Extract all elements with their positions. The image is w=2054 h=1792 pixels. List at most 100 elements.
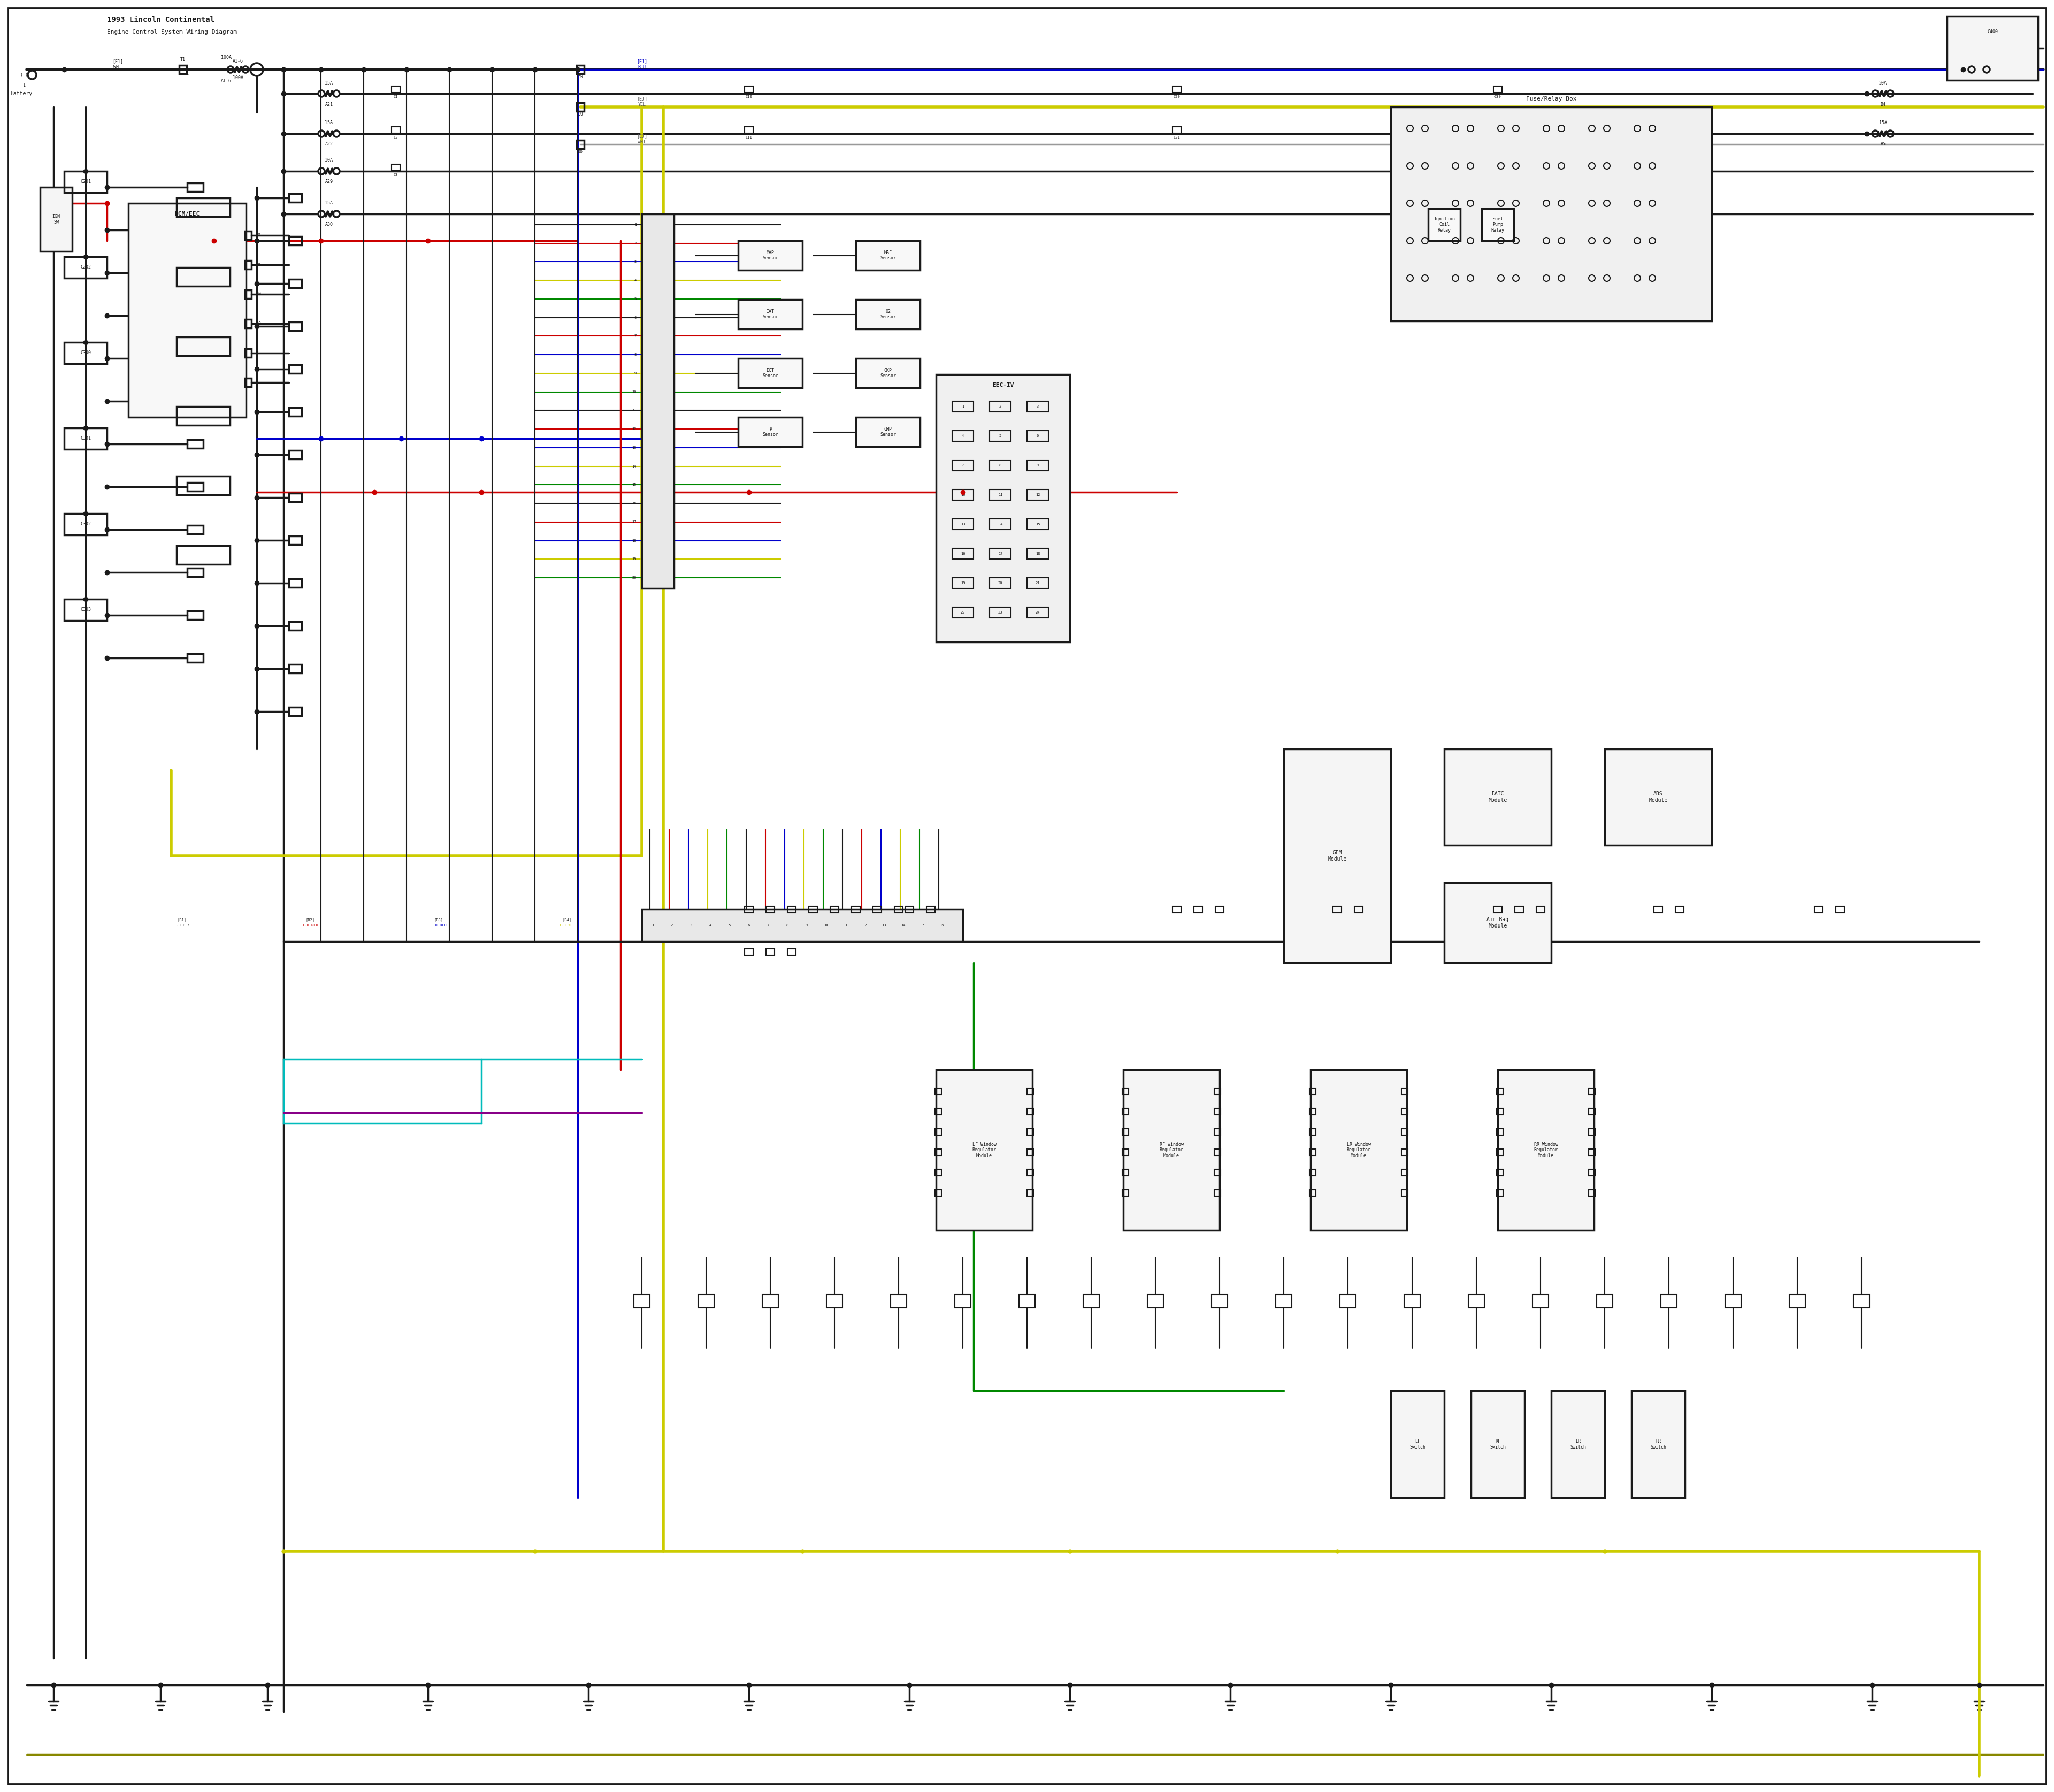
- Bar: [953, 401, 974, 412]
- Bar: [187, 226, 203, 235]
- Text: ECT
Sensor: ECT Sensor: [762, 367, 778, 378]
- Bar: [1516, 907, 1524, 912]
- Bar: [926, 907, 935, 912]
- Bar: [744, 86, 754, 93]
- Bar: [1214, 1109, 1220, 1115]
- Bar: [577, 65, 583, 73]
- Text: 1: 1: [961, 405, 963, 409]
- Bar: [744, 907, 754, 912]
- Bar: [64, 172, 107, 192]
- Text: [EJ]: [EJ]: [637, 134, 647, 138]
- Bar: [290, 407, 302, 416]
- Text: CMP
Sensor: CMP Sensor: [879, 426, 896, 437]
- Bar: [953, 430, 974, 441]
- Text: 1: 1: [635, 222, 637, 226]
- Bar: [830, 907, 838, 912]
- Text: A21: A21: [325, 102, 333, 108]
- Text: A29: A29: [325, 179, 333, 185]
- Text: 66: 66: [577, 149, 583, 154]
- Text: 12: 12: [1035, 493, 1039, 496]
- Bar: [1027, 520, 1048, 530]
- Text: 40: 40: [255, 262, 261, 267]
- Text: 1: 1: [255, 380, 259, 385]
- Bar: [935, 1109, 941, 1115]
- Text: 16: 16: [633, 502, 637, 505]
- Bar: [1027, 1170, 1033, 1176]
- Bar: [857, 299, 920, 330]
- Text: 15A: 15A: [1879, 120, 1888, 125]
- Bar: [1497, 1170, 1504, 1176]
- Bar: [1401, 1190, 1407, 1195]
- Bar: [244, 349, 251, 357]
- Text: 10: 10: [824, 925, 828, 926]
- Bar: [893, 907, 904, 912]
- Bar: [1497, 1129, 1504, 1134]
- Text: 10: 10: [255, 321, 261, 326]
- Text: B5: B5: [1879, 142, 1886, 147]
- Text: RR
Switch: RR Switch: [1649, 1439, 1666, 1450]
- Bar: [290, 323, 302, 330]
- Text: 100A: 100A: [232, 75, 242, 81]
- Text: CKP
Sensor: CKP Sensor: [879, 367, 896, 378]
- Bar: [1469, 1294, 1485, 1308]
- Bar: [1497, 1109, 1504, 1115]
- Bar: [1354, 907, 1364, 912]
- Text: [B1]: [B1]: [177, 918, 187, 921]
- Bar: [290, 237, 302, 246]
- Bar: [953, 577, 974, 588]
- Text: 10: 10: [961, 493, 965, 496]
- Bar: [1310, 1170, 1317, 1176]
- Text: 20A: 20A: [1879, 81, 1888, 86]
- Bar: [290, 536, 302, 545]
- Bar: [290, 665, 302, 674]
- Bar: [187, 312, 203, 321]
- Text: 13: 13: [633, 446, 637, 450]
- Bar: [1027, 489, 1048, 500]
- Bar: [290, 622, 302, 631]
- Bar: [990, 548, 1011, 559]
- Bar: [1214, 1088, 1220, 1095]
- Bar: [1173, 86, 1181, 93]
- Bar: [1121, 1109, 1128, 1115]
- Bar: [990, 401, 1011, 412]
- Text: 100A: 100A: [222, 56, 232, 61]
- Bar: [1027, 461, 1048, 471]
- Bar: [1173, 907, 1181, 912]
- Bar: [1428, 208, 1460, 240]
- Bar: [1391, 1391, 1444, 1498]
- Bar: [1401, 1088, 1407, 1095]
- Bar: [935, 1088, 941, 1095]
- Text: Air Bag
Module: Air Bag Module: [1487, 918, 1510, 928]
- Text: 59: 59: [577, 75, 583, 79]
- Bar: [1471, 1391, 1524, 1498]
- Bar: [737, 358, 803, 387]
- Text: 11: 11: [633, 409, 637, 412]
- Text: C202: C202: [80, 265, 90, 271]
- Bar: [1310, 1088, 1317, 1095]
- Bar: [990, 461, 1011, 471]
- Text: LF Window
Regulator
Module: LF Window Regulator Module: [972, 1142, 996, 1158]
- Bar: [1027, 1190, 1033, 1195]
- Bar: [1444, 749, 1551, 846]
- Bar: [935, 1129, 941, 1134]
- Text: 4: 4: [635, 280, 637, 281]
- Bar: [1947, 16, 2038, 81]
- Bar: [1493, 86, 1501, 93]
- Bar: [953, 520, 974, 530]
- Text: 15: 15: [1035, 523, 1039, 525]
- Text: Ignition
Coil
Relay: Ignition Coil Relay: [1434, 217, 1454, 233]
- Bar: [1019, 1294, 1035, 1308]
- Text: 6: 6: [748, 925, 750, 926]
- Text: GEM
Module: GEM Module: [1327, 849, 1347, 862]
- Text: A1-6: A1-6: [232, 59, 242, 65]
- Bar: [187, 439, 203, 448]
- Text: IGN
SW: IGN SW: [51, 213, 60, 224]
- Text: C3: C3: [394, 174, 398, 177]
- Text: M4: M4: [1976, 77, 1982, 82]
- Text: 4: 4: [709, 925, 711, 926]
- Bar: [177, 337, 230, 357]
- Bar: [1588, 1088, 1596, 1095]
- Bar: [290, 579, 302, 588]
- Text: [EJ]: [EJ]: [637, 59, 647, 65]
- Bar: [290, 366, 302, 373]
